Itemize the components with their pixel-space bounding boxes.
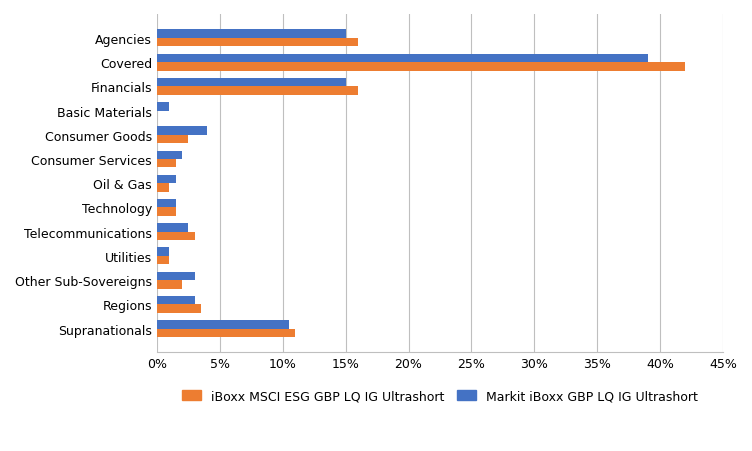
Bar — [157, 305, 201, 313]
Bar — [157, 39, 358, 47]
Bar — [157, 78, 346, 87]
Bar — [157, 320, 289, 329]
Bar — [157, 87, 358, 96]
Bar — [157, 103, 169, 111]
Bar — [157, 329, 296, 337]
Bar — [157, 224, 188, 232]
Bar — [157, 208, 176, 216]
Bar — [157, 281, 182, 289]
Legend: iBoxx MSCI ESG GBP LQ IG Ultrashort, Markit iBoxx GBP LQ IG Ultrashort: iBoxx MSCI ESG GBP LQ IG Ultrashort, Mar… — [177, 384, 702, 407]
Bar — [157, 248, 169, 256]
Bar — [157, 184, 169, 192]
Bar — [157, 296, 195, 305]
Bar — [157, 256, 169, 265]
Bar — [157, 199, 176, 208]
Bar — [157, 151, 182, 160]
Bar — [157, 175, 176, 184]
Bar — [157, 127, 208, 135]
Bar — [157, 160, 176, 168]
Bar — [157, 272, 195, 281]
Bar — [157, 30, 346, 39]
Bar — [157, 232, 195, 241]
Bar — [157, 63, 685, 71]
Bar — [157, 135, 188, 144]
Bar — [157, 55, 647, 63]
